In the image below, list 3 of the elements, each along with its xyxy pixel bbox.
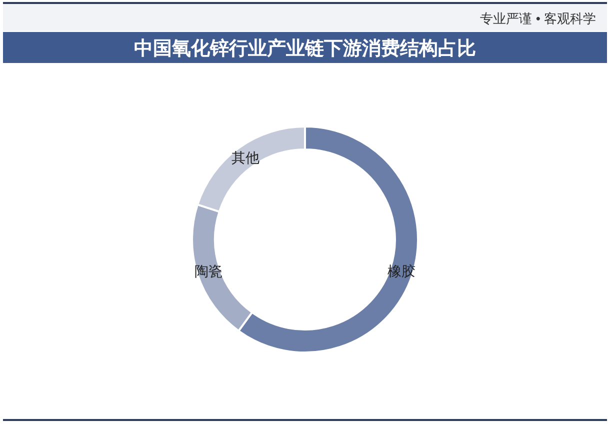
annotation: 专业严谨 • 客观科学: [480, 11, 596, 26]
title: 中国氧化锌行业产业链下游消费结构占比: [134, 38, 476, 60]
slice-label: 其他: [231, 149, 260, 166]
